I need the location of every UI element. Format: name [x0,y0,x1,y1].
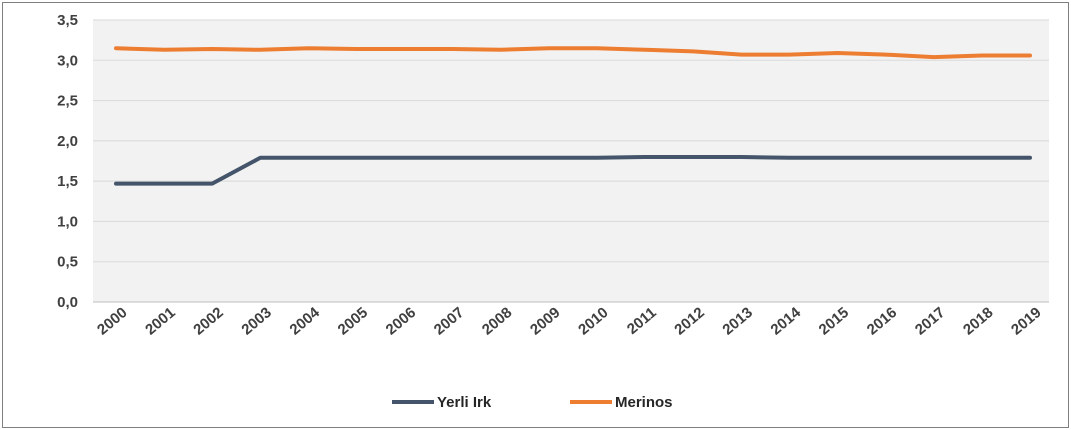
legend-label: Merinos [615,394,673,411]
y-axis-ticks: 0,0 0,5 1,0 1,5 2,0 2,5 3,0 3,5 [57,12,78,311]
x-axis-ticks: 2000 2001 2002 2003 2004 2005 2006 2007 2008 2009… [94,304,1044,339]
x-tick-label: 2015 [816,304,852,338]
y-tick-label: 0,0 [57,294,78,311]
x-tick-label: 2013 [719,304,755,338]
x-tick-label: 2010 [575,304,611,338]
x-tick-label: 2008 [479,304,515,338]
gridlines [93,19,1049,303]
x-tick-label: 2002 [190,304,226,338]
x-tick-label: 2018 [960,304,996,338]
x-tick-label: 2005 [335,304,371,338]
y-tick-label: 2,5 [57,93,78,110]
x-tick-label: 2001 [142,304,178,338]
series-lines [114,46,1032,186]
y-tick-label: 3,0 [57,52,78,69]
x-tick-label: 2006 [383,304,419,338]
y-tick-label: 2,0 [57,133,78,150]
legend-label: Yerli Irk [437,394,492,411]
y-tick-label: 1,0 [57,213,78,230]
series-line-1 [114,46,1032,60]
x-tick-label: 2000 [94,304,130,338]
plot-area [93,20,1049,302]
x-tick-label: 2014 [768,304,805,339]
x-tick-label: 2003 [238,304,274,338]
x-tick-label: 2009 [527,304,563,338]
x-tick-label: 2012 [671,304,707,338]
x-tick-label: 2011 [624,304,660,338]
x-tick-label: 2019 [1008,304,1044,338]
x-tick-label: 2007 [431,304,467,338]
x-tick-label: 2004 [286,304,323,339]
legend: Yerli Irk Merinos [392,394,673,411]
x-tick-label: 2016 [864,304,900,338]
y-tick-label: 3,5 [57,12,78,29]
x-tick-label: 2017 [912,304,948,338]
y-tick-label: 0,5 [57,254,78,271]
series-line-0 [114,155,1032,186]
y-tick-label: 1,5 [57,173,78,190]
